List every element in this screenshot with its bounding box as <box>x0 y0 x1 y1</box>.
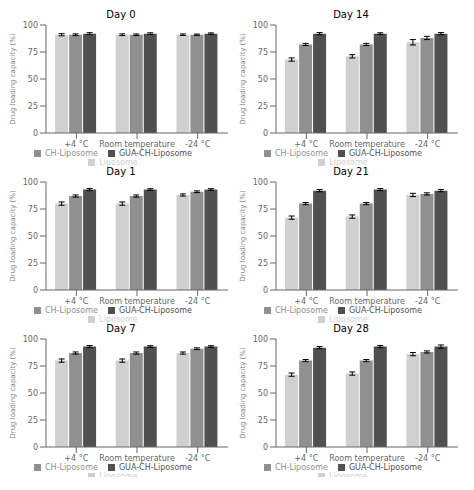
svg-text:Drug loading capacity (%): Drug loading capacity (%) <box>239 33 247 125</box>
svg-text:-24 °C: -24 °C <box>415 454 441 463</box>
html-text:CH-Liposome: CH-Liposome <box>275 463 328 472</box>
html-text:GUA-CH-Liposome: GUA-CH-Liposome <box>118 306 192 315</box>
html-text:CH-Liposome: CH-Liposome <box>45 149 98 158</box>
html-text:Liposome: Liposome <box>99 315 138 324</box>
svg-text:+4 °C: +4 °C <box>64 454 88 463</box>
svg-text:75: 75 <box>258 362 268 371</box>
svg-text:50: 50 <box>258 75 268 84</box>
svg-text:50: 50 <box>28 75 38 84</box>
svg-text:75: 75 <box>28 362 38 371</box>
svg-text:-24 °C: -24 °C <box>185 140 211 149</box>
html-text:Liposome: Liposome <box>99 472 138 481</box>
svg-text:50: 50 <box>28 232 38 241</box>
svg-text:75: 75 <box>258 205 268 214</box>
svg-text:25: 25 <box>28 102 38 111</box>
html-text:GUA-CH-Liposome: GUA-CH-Liposome <box>348 463 422 472</box>
svg-text:25: 25 <box>28 259 38 268</box>
svg-text:Room temperature: Room temperature <box>99 140 175 149</box>
svg-text:-24 °C: -24 °C <box>185 297 211 306</box>
svg-text:100: 100 <box>253 335 268 344</box>
svg-text:100: 100 <box>23 178 38 187</box>
svg-text:Room temperature: Room temperature <box>99 454 175 463</box>
html-text:Day 1: Day 1 <box>106 166 136 177</box>
svg-text:0: 0 <box>263 129 268 138</box>
svg-text:0: 0 <box>263 286 268 295</box>
svg-text:25: 25 <box>258 259 268 268</box>
svg-text:-24 °C: -24 °C <box>415 297 441 306</box>
html-text:Day 0: Day 0 <box>106 9 136 20</box>
html-text:CH-Liposome: CH-Liposome <box>275 306 328 315</box>
html-text:Liposome: Liposome <box>329 315 368 324</box>
html-text:GUA-CH-Liposome: GUA-CH-Liposome <box>348 306 422 315</box>
svg-text:0: 0 <box>33 443 38 452</box>
svg-text:-24 °C: -24 °C <box>185 454 211 463</box>
svg-text:75: 75 <box>28 205 38 214</box>
svg-text:Room temperature: Room temperature <box>329 454 405 463</box>
html-text:CH-Liposome: CH-Liposome <box>45 463 98 472</box>
svg-text:Room temperature: Room temperature <box>99 297 175 306</box>
svg-text:Drug loading capacity (%): Drug loading capacity (%) <box>9 190 17 282</box>
svg-text:+4 °C: +4 °C <box>294 140 318 149</box>
svg-text:100: 100 <box>23 21 38 30</box>
svg-text:75: 75 <box>28 48 38 57</box>
svg-text:0: 0 <box>263 443 268 452</box>
svg-text:Drug loading capacity (%): Drug loading capacity (%) <box>239 347 247 439</box>
svg-text:+4 °C: +4 °C <box>64 297 88 306</box>
html-text:Liposome: Liposome <box>329 158 368 167</box>
html-text:GUA-CH-Liposome: GUA-CH-Liposome <box>348 149 422 158</box>
html-text:Liposome: Liposome <box>329 472 368 481</box>
html-text:Day 7: Day 7 <box>106 323 136 334</box>
html-text:CH-Liposome: CH-Liposome <box>275 149 328 158</box>
svg-text:+4 °C: +4 °C <box>294 297 318 306</box>
html-text:Day 14: Day 14 <box>333 9 369 20</box>
svg-text:Drug loading capacity (%): Drug loading capacity (%) <box>9 347 17 439</box>
svg-text:100: 100 <box>253 21 268 30</box>
svg-text:+4 °C: +4 °C <box>64 140 88 149</box>
svg-text:100: 100 <box>253 178 268 187</box>
html-text:Day 28: Day 28 <box>333 323 369 334</box>
svg-text:25: 25 <box>258 102 268 111</box>
svg-text:50: 50 <box>28 389 38 398</box>
svg-text:+4 °C: +4 °C <box>294 454 318 463</box>
svg-text:Room temperature: Room temperature <box>329 140 405 149</box>
svg-text:25: 25 <box>28 416 38 425</box>
html-text:Day 21: Day 21 <box>333 166 369 177</box>
svg-text:25: 25 <box>258 416 268 425</box>
svg-text:75: 75 <box>258 48 268 57</box>
svg-text:0: 0 <box>33 129 38 138</box>
svg-text:50: 50 <box>258 389 268 398</box>
svg-text:50: 50 <box>258 232 268 241</box>
html-text:CH-Liposome: CH-Liposome <box>45 306 98 315</box>
svg-text:0: 0 <box>33 286 38 295</box>
svg-text:Drug loading capacity (%): Drug loading capacity (%) <box>239 190 247 282</box>
svg-text:-24 °C: -24 °C <box>415 140 441 149</box>
svg-text:Room temperature: Room temperature <box>329 297 405 306</box>
html-text:Liposome: Liposome <box>99 158 138 167</box>
html-text:GUA-CH-Liposome: GUA-CH-Liposome <box>118 463 192 472</box>
svg-text:Drug loading capacity (%): Drug loading capacity (%) <box>9 33 17 125</box>
html-text:GUA-CH-Liposome: GUA-CH-Liposome <box>118 149 192 158</box>
svg-text:100: 100 <box>23 335 38 344</box>
